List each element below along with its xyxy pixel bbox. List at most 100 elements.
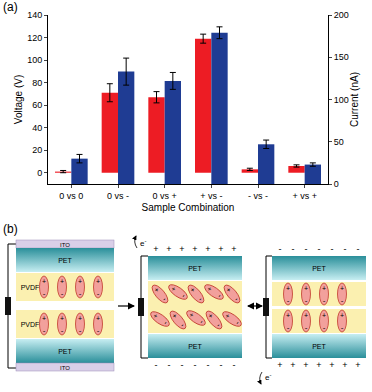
- svg-text:0 vs -: 0 vs -: [107, 191, 129, 201]
- svg-text:80: 80: [32, 78, 42, 88]
- svg-text:+: +: [60, 278, 64, 285]
- svg-text:+: +: [340, 285, 344, 292]
- svg-text:-: -: [178, 320, 186, 329]
- svg-text:120: 120: [27, 33, 42, 43]
- svg-text:PVDF: PVDF: [21, 284, 40, 291]
- svg-text:PET: PET: [188, 343, 202, 350]
- svg-text:-: -: [344, 244, 347, 254]
- svg-text:-: -: [331, 244, 334, 254]
- svg-text:e-: e-: [140, 238, 146, 248]
- svg-text:-: -: [287, 296, 290, 305]
- svg-text:+: +: [322, 285, 326, 292]
- svg-text:-: -: [318, 244, 321, 254]
- svg-text:+: +: [207, 312, 215, 320]
- svg-text:+: +: [340, 312, 344, 319]
- svg-text:100: 100: [334, 95, 349, 105]
- svg-text:+: +: [192, 244, 197, 254]
- svg-text:+: +: [355, 360, 360, 370]
- svg-text:-: -: [79, 326, 82, 335]
- svg-text:-: -: [292, 244, 295, 254]
- svg-text:0 vs 0: 0 vs 0: [59, 191, 83, 201]
- svg-text:40: 40: [32, 123, 42, 133]
- svg-text:+: +: [153, 244, 158, 254]
- svg-text:-: -: [214, 320, 222, 329]
- svg-text:-: -: [220, 360, 223, 370]
- svg-text:+: +: [187, 311, 195, 318]
- svg-text:-: -: [233, 360, 236, 370]
- svg-text:+: +: [225, 286, 233, 294]
- svg-text:+: +: [169, 285, 177, 292]
- svg-text:- vs -: - vs -: [248, 191, 268, 201]
- svg-text:-: -: [196, 294, 204, 303]
- svg-text:ITO: ITO: [60, 242, 70, 248]
- svg-text:+: +: [322, 312, 326, 319]
- svg-text:-: -: [305, 296, 308, 305]
- svg-text:+: +: [277, 360, 282, 370]
- svg-text:-: -: [357, 244, 360, 254]
- svg-text:-: -: [160, 294, 168, 303]
- svg-text:+: +: [96, 315, 100, 322]
- svg-text:+: +: [342, 360, 347, 370]
- svg-text:+: +: [205, 244, 210, 254]
- svg-text:200: 200: [334, 10, 349, 20]
- svg-text:50: 50: [334, 137, 344, 147]
- svg-text:+: +: [316, 360, 321, 370]
- svg-text:+: +: [171, 312, 179, 320]
- svg-text:+: +: [78, 315, 82, 322]
- svg-text:+: +: [78, 278, 82, 285]
- svg-text:+: +: [223, 312, 231, 319]
- svg-text:-: -: [287, 323, 290, 332]
- svg-text:+: +: [205, 285, 213, 292]
- svg-text:+: +: [231, 244, 236, 254]
- svg-text:Current (nA): Current (nA): [349, 72, 360, 127]
- svg-text:PVDF: PVDF: [21, 321, 40, 328]
- svg-text:140: 140: [27, 10, 42, 20]
- svg-text:60: 60: [32, 100, 42, 110]
- svg-text:-: -: [233, 319, 242, 327]
- svg-text:PET: PET: [188, 265, 202, 272]
- svg-text:-: -: [179, 292, 188, 300]
- svg-text:-: -: [61, 289, 64, 298]
- svg-text:-: -: [341, 296, 344, 305]
- svg-text:0: 0: [37, 168, 42, 178]
- svg-text:ITO: ITO: [60, 365, 70, 371]
- svg-text:-: -: [215, 292, 224, 300]
- svg-text:0 vs +: 0 vs +: [153, 191, 177, 201]
- svg-text:+: +: [179, 244, 184, 254]
- svg-text:+: +: [42, 315, 46, 322]
- svg-text:-: -: [323, 296, 326, 305]
- svg-text:-: -: [43, 289, 46, 298]
- svg-text:+: +: [60, 315, 64, 322]
- svg-text:0: 0: [334, 179, 339, 189]
- svg-text:PET: PET: [58, 257, 72, 264]
- svg-text:-: -: [279, 244, 282, 254]
- svg-text:20: 20: [32, 145, 42, 155]
- svg-text:-: -: [232, 294, 240, 303]
- svg-text:-: -: [207, 360, 210, 370]
- svg-text:+: +: [189, 286, 197, 294]
- svg-text:100: 100: [27, 55, 42, 65]
- svg-text:150: 150: [334, 52, 349, 62]
- svg-text:PET: PET: [312, 343, 326, 350]
- svg-text:+: +: [153, 286, 161, 294]
- svg-text:+: +: [329, 360, 334, 370]
- svg-text:PET: PET: [312, 265, 326, 272]
- svg-text:-: -: [194, 360, 197, 370]
- svg-text:-: -: [155, 360, 158, 370]
- svg-text:+: +: [304, 285, 308, 292]
- svg-text:+: +: [286, 312, 290, 319]
- svg-text:+: +: [286, 285, 290, 292]
- svg-text:+: +: [151, 312, 159, 319]
- svg-text:+: +: [303, 360, 308, 370]
- svg-text:-: -: [341, 323, 344, 332]
- svg-text:-: -: [305, 244, 308, 254]
- svg-text:-: -: [79, 289, 82, 298]
- svg-text:+: +: [166, 244, 171, 254]
- svg-text:-: -: [97, 289, 100, 298]
- svg-text:+: +: [42, 278, 46, 285]
- svg-text:-: -: [43, 326, 46, 335]
- svg-text:(b): (b): [3, 222, 18, 236]
- svg-text:-: -: [323, 323, 326, 332]
- svg-text:Sample Combination: Sample Combination: [142, 202, 235, 213]
- svg-text:+ vs -: + vs -: [200, 191, 222, 201]
